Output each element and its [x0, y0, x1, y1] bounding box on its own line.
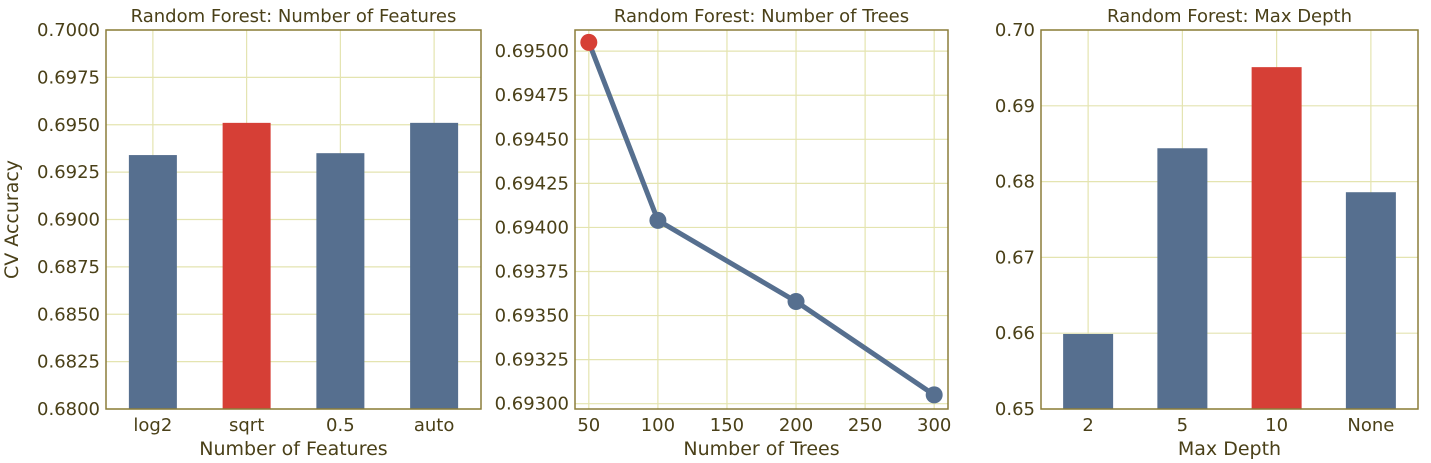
y-axis-label: CV Accuracy: [1, 160, 23, 279]
y-tick-label: 0.69425: [495, 173, 569, 194]
y-tick-label: 0.6925: [37, 162, 100, 183]
bar-auto: [410, 122, 459, 409]
y-tick-label: 0.70: [995, 20, 1035, 41]
y-tick-label: 0.69400: [495, 217, 569, 238]
chart-title: Random Forest: Number of Trees: [614, 6, 909, 27]
x-tick-label: 150: [710, 415, 744, 436]
chart-number-of-features: 0.6800 0.6825 0.6850 0.6875 0.6900 0.6925 0.69…: [1, 6, 482, 460]
y-tick-label: 0.69475: [495, 85, 569, 106]
bar-sqrt: [222, 122, 271, 409]
x-tick-label: sqrt: [229, 415, 264, 436]
plot-frame: [1040, 29, 1419, 410]
y-tick-label: 0.67: [995, 247, 1035, 268]
x-tick-label: 250: [848, 415, 882, 436]
x-tick-label: 300: [917, 415, 951, 436]
x-tick-label: 200: [779, 415, 813, 436]
y-tick-label: 0.6875: [37, 257, 100, 278]
y-tick-label: 0.69300: [495, 394, 569, 415]
chart-number-of-trees: 0.69300 0.69325 0.69350 0.69375 0.69400 0.694…: [495, 6, 952, 460]
y-tick-label: 0.6900: [37, 210, 100, 231]
bar-5: [1157, 148, 1208, 410]
point-200: [787, 292, 805, 310]
y-tick-label: 0.69325: [495, 350, 569, 371]
x-tick-label: log2: [133, 415, 172, 436]
x-tick-label: None: [1347, 415, 1394, 436]
bar-2: [1063, 333, 1114, 409]
x-tick-label: 5: [1177, 415, 1188, 436]
bar-none: [1345, 192, 1396, 409]
bar-log2: [128, 155, 177, 409]
x-tick-label: 2: [1082, 415, 1093, 436]
y-tick-label: 0.6825: [37, 352, 100, 373]
chart-title: Random Forest: Max Depth: [1107, 6, 1352, 27]
point-50: [580, 33, 598, 51]
bar-0-5: [316, 153, 365, 409]
chart-max-depth: 0.65 0.66 0.67 0.68 0.69 0.70 2 5 10 None Random…: [995, 6, 1419, 460]
x-axis-label: Max Depth: [1178, 438, 1281, 460]
x-axis-label: Number of Trees: [683, 438, 839, 460]
chart-title: Random Forest: Number of Features: [131, 6, 457, 27]
x-tick-label: auto: [414, 415, 455, 436]
x-axis-label: Number of Features: [199, 438, 387, 460]
x-tick-label: 100: [641, 415, 675, 436]
bar-10: [1251, 67, 1302, 409]
y-tick-label: 0.65: [995, 399, 1035, 420]
y-tick-label: 0.68: [995, 172, 1035, 193]
y-tick-label: 0.69375: [495, 262, 569, 283]
y-tick-label: 0.69350: [495, 306, 569, 327]
y-tick-label: 0.69500: [495, 41, 569, 62]
y-tick-label: 0.69450: [495, 129, 569, 150]
x-tick-label: 10: [1265, 415, 1288, 436]
x-tick-label: 50: [577, 415, 600, 436]
y-tick-label: 0.66: [995, 323, 1035, 344]
y-tick-label: 0.6950: [37, 115, 100, 136]
x-tick-label: 0.5: [326, 415, 355, 436]
y-tick-label: 0.69: [995, 96, 1035, 117]
y-tick-label: 0.7000: [37, 20, 100, 41]
y-tick-label: 0.6850: [37, 304, 100, 325]
y-tick-label: 0.6800: [37, 399, 100, 420]
plot-frame: [574, 29, 949, 410]
point-300: [925, 386, 943, 404]
plot-frame: [105, 29, 482, 410]
y-tick-label: 0.6975: [37, 67, 100, 88]
point-100: [649, 211, 667, 229]
series-line: [586, 39, 937, 398]
